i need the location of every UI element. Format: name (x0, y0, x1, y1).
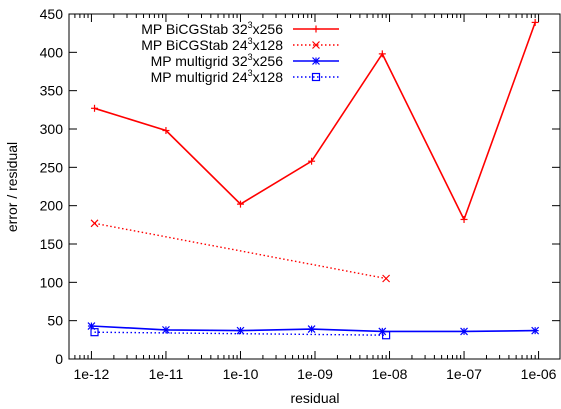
data-point-marker (312, 57, 320, 65)
legend-label: MP BiCGStab 243x128 (141, 36, 283, 53)
y-tick-label: 350 (40, 83, 64, 99)
y-tick-label: 50 (47, 313, 63, 329)
x-tick-label: 1e-11 (149, 366, 184, 382)
data-point-marker (307, 325, 316, 334)
data-point-marker (531, 326, 540, 335)
data-point-marker (236, 200, 244, 208)
x-axis-ticks: 1e-12 1e-11 1e-10 1e-09 1e-08 1e-07 1e-06 (74, 14, 557, 382)
y-axis-ticks: 0 50 100 150 200 250 300 350 400 450 (40, 6, 560, 367)
series-3 (87, 322, 540, 336)
data-point-marker (312, 41, 320, 49)
data-point-marker (162, 325, 170, 334)
x-tick-label: 1e-06 (521, 366, 557, 382)
data-point-marker (90, 219, 99, 228)
x-tick-label: 1e-09 (297, 366, 333, 382)
x-axis-title: residual (290, 390, 339, 406)
y-axis-title: error / residual (4, 142, 20, 232)
data-point-marker (460, 215, 468, 223)
series-line (94, 222, 387, 280)
x-tick-label: 1e-07 (446, 366, 482, 382)
legend-entry: MP multigrid 243x128 (151, 68, 339, 85)
y-tick-label: 450 (40, 6, 64, 22)
x-tick-label: 1e-10 (223, 366, 259, 382)
data-point-marker (312, 25, 320, 33)
data-point-marker (162, 127, 170, 135)
data-point-marker (531, 18, 539, 26)
legend-label: MP multigrid 323x256 (151, 52, 284, 69)
data-point-marker (378, 50, 386, 58)
y-tick-label: 200 (40, 198, 64, 214)
series-4 (90, 328, 391, 340)
data-point-marker (91, 104, 99, 112)
data-point-marker (382, 274, 391, 283)
series-line (94, 331, 387, 336)
data-point-marker (460, 327, 468, 336)
y-tick-label: 300 (40, 121, 64, 137)
data-point-marker (87, 322, 96, 330)
data-point-marker (308, 157, 316, 165)
legend-entry: MP multigrid 323x256 (151, 52, 339, 69)
data-point-marker (236, 326, 245, 335)
y-tick-label: 0 (55, 351, 63, 367)
series-2 (90, 219, 391, 283)
x-tick-label: 1e-12 (74, 366, 110, 382)
data-point-marker (90, 328, 99, 337)
series-layer (87, 18, 540, 340)
y-tick-label: 250 (40, 159, 64, 175)
legend-label: MP multigrid 243x128 (151, 68, 284, 85)
legend-entry: MP BiCGStab 243x128 (141, 36, 339, 53)
y-tick-label: 150 (40, 236, 64, 252)
data-point-marker (311, 72, 321, 82)
data-point-marker (382, 331, 391, 340)
x-tick-label: 1e-08 (372, 366, 408, 382)
legend-label: MP BiCGStab 323x256 (141, 20, 283, 37)
y-tick-label: 100 (40, 274, 64, 290)
series-1 (91, 18, 539, 223)
legend-entry: MP BiCGStab 323x256 (141, 20, 339, 37)
y-tick-label: 400 (40, 44, 64, 60)
